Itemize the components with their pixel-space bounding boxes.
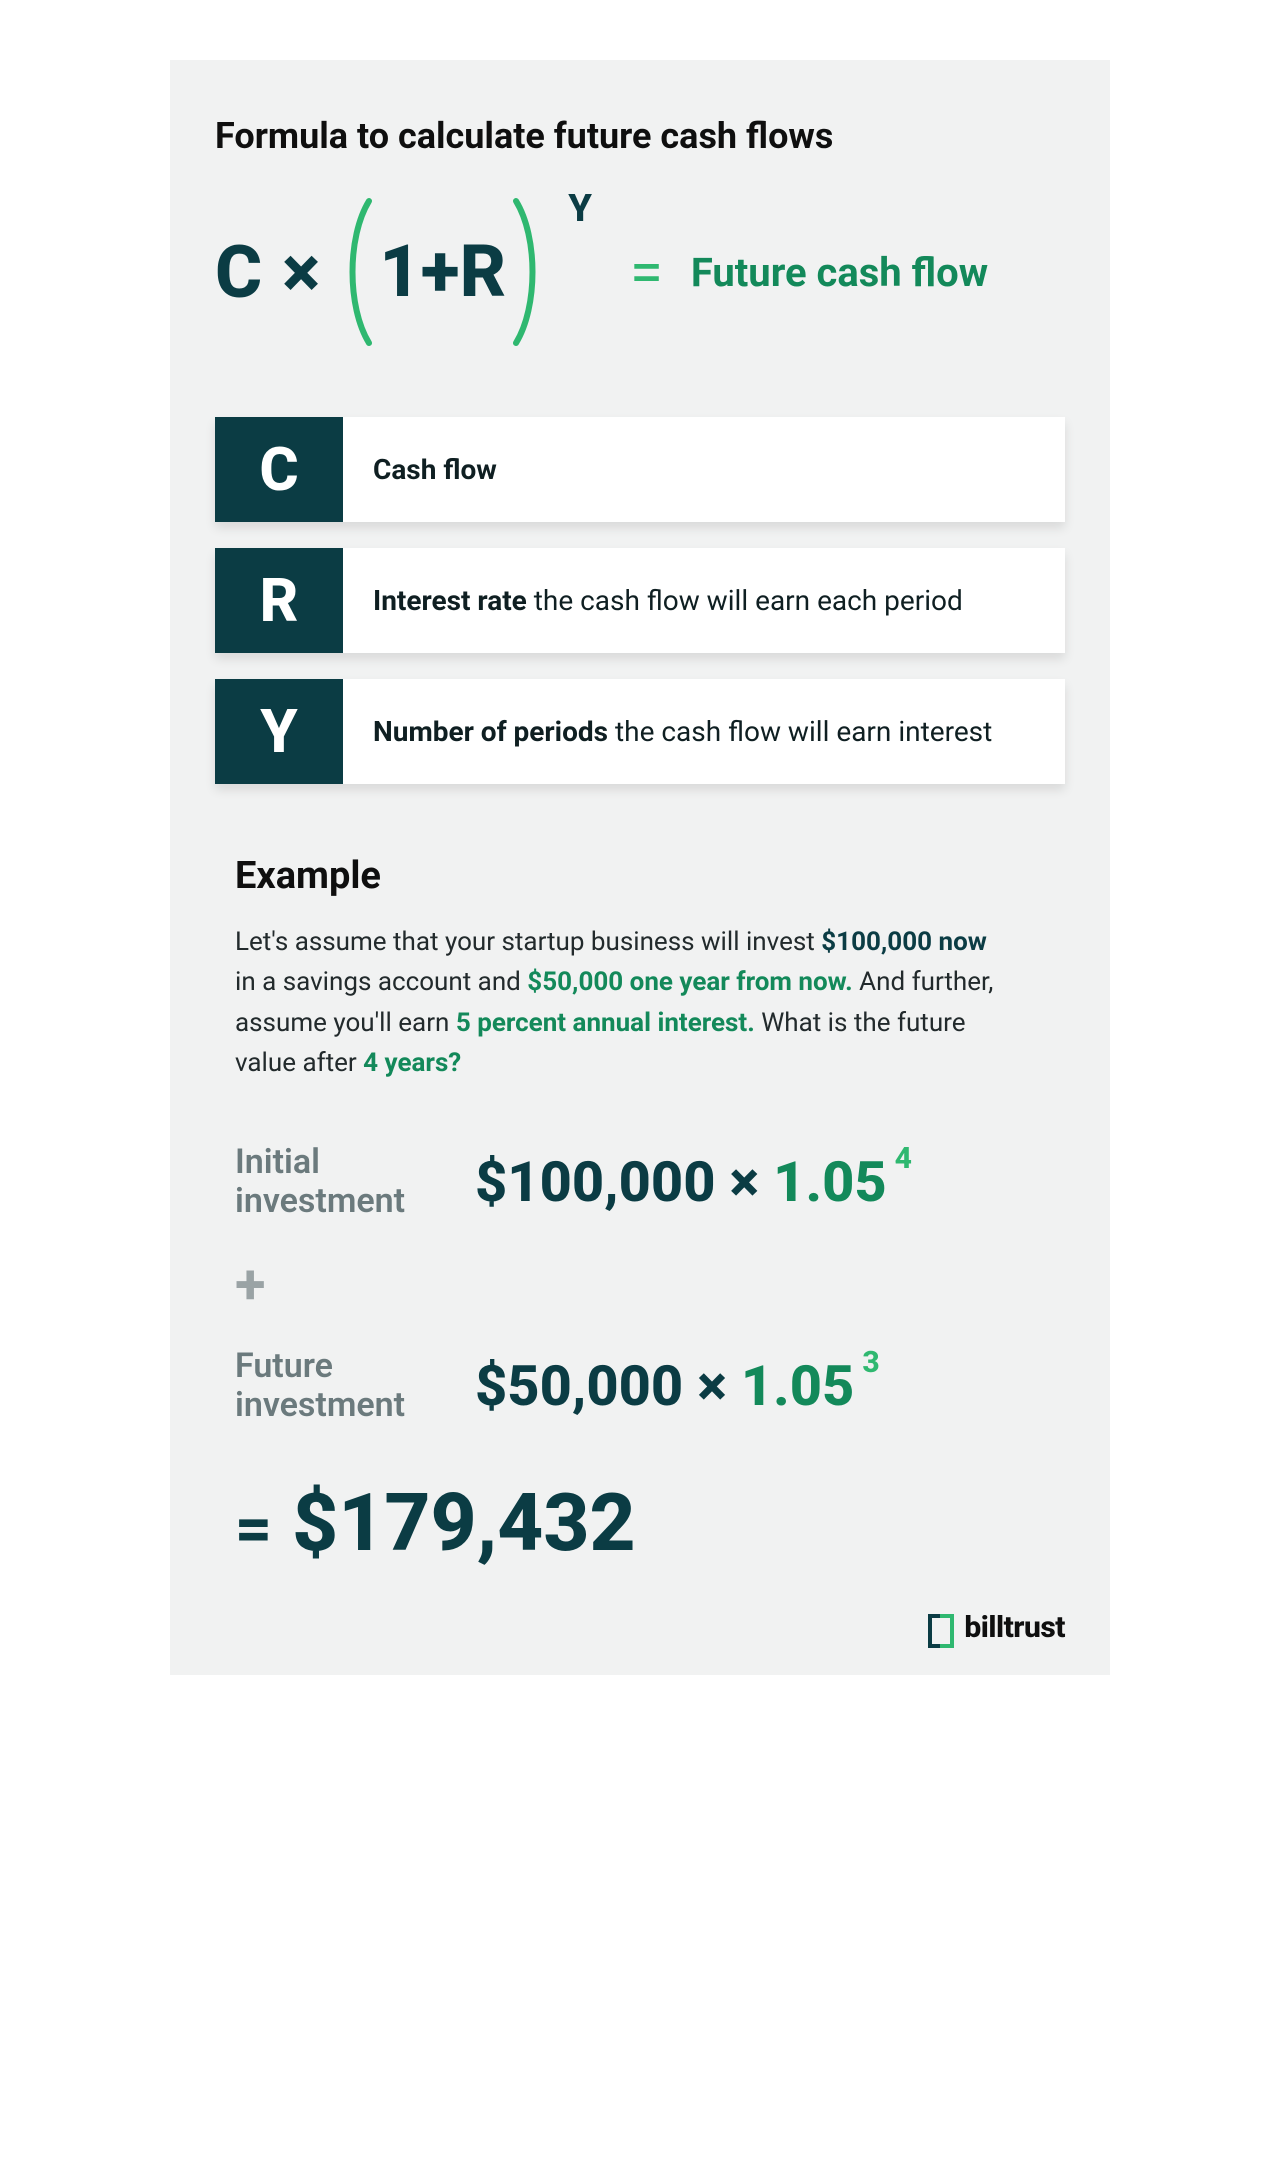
plus-sign: + bbox=[235, 1251, 1065, 1317]
calc-label-line: investment bbox=[235, 1181, 405, 1221]
formula-c-times: C × bbox=[215, 230, 321, 315]
formula-result-label: Future cash flow bbox=[691, 249, 988, 296]
brand-logo: billtrust bbox=[215, 1610, 1065, 1645]
formula-row: C × 1+R Y = Future cash flow bbox=[215, 197, 1065, 347]
calc-label: Future investment bbox=[235, 1347, 445, 1425]
calc-label-line: investment bbox=[235, 1385, 405, 1425]
example-body: Let's assume that your startup business … bbox=[235, 922, 995, 1083]
calc-label-line: Future bbox=[235, 1346, 333, 1386]
calc-label: Initial investment bbox=[235, 1143, 445, 1221]
definition-bold: Interest rate bbox=[373, 584, 527, 617]
calc-mult: × bbox=[683, 1353, 741, 1419]
definitions-list: C Cash flow R Interest rate the cash flo… bbox=[215, 417, 1065, 784]
definition-value: Interest rate the cash flow will earn ea… bbox=[343, 548, 1065, 653]
calc-amount: $50,000 bbox=[475, 1353, 683, 1419]
example-green: $50,000 one year from now. bbox=[527, 967, 852, 997]
example-bold: $100,000 now bbox=[821, 927, 987, 957]
example-text: in a savings account and bbox=[235, 967, 527, 997]
formula-equals: = bbox=[630, 237, 663, 308]
calc-amount: $100,000 bbox=[475, 1149, 716, 1215]
example-green: 5 percent annual interest. bbox=[456, 1008, 755, 1038]
definition-value: Cash flow bbox=[343, 417, 1065, 522]
calc-expression: $100,000 × 1.05 4 bbox=[475, 1149, 912, 1215]
calc-mult: × bbox=[716, 1149, 774, 1215]
calculation-block: Initial investment $100,000 × 1.05 4 + F… bbox=[235, 1143, 1065, 1569]
result-row: = $179,432 bbox=[235, 1476, 1065, 1570]
page: Formula to calculate future cash flows C… bbox=[0, 0, 1280, 1735]
definition-row: C Cash flow bbox=[215, 417, 1065, 522]
billtrust-logo-text: billtrust bbox=[964, 1610, 1065, 1645]
calc-expression: $50,000 × 1.05 3 bbox=[475, 1353, 880, 1419]
calc-power: 4 bbox=[895, 1141, 912, 1176]
definition-rest: the cash flow will earn each period bbox=[527, 584, 963, 617]
definition-row: Y Number of periods the cash flow will e… bbox=[215, 679, 1065, 784]
calc-rate: 1.05 bbox=[773, 1149, 886, 1215]
definition-key: C bbox=[215, 417, 343, 522]
calc-row-future: Future investment $50,000 × 1.05 3 bbox=[235, 1347, 1065, 1425]
definition-value: Number of periods the cash flow will ear… bbox=[343, 679, 1065, 784]
calc-rate: 1.05 bbox=[741, 1353, 854, 1419]
definition-key: R bbox=[215, 548, 343, 653]
right-paren-icon bbox=[512, 197, 546, 347]
page-title: Formula to calculate future cash flows bbox=[215, 115, 1065, 157]
calc-row-initial: Initial investment $100,000 × 1.05 4 bbox=[235, 1143, 1065, 1221]
calc-label-line: Initial bbox=[235, 1142, 320, 1182]
billtrust-logo-icon bbox=[928, 1614, 954, 1640]
calc-power: 3 bbox=[862, 1345, 879, 1380]
formula-exponent: Y bbox=[568, 187, 592, 231]
formula-one-plus-r: 1+R bbox=[373, 236, 512, 308]
definition-bold: Number of periods bbox=[373, 715, 608, 748]
example-green: 4 years? bbox=[363, 1048, 461, 1078]
example-heading: Example bbox=[235, 854, 1065, 898]
definition-key: Y bbox=[215, 679, 343, 784]
example-text: Let's assume that your startup business … bbox=[235, 927, 821, 957]
result-equals: = bbox=[235, 1491, 272, 1566]
infographic-card: Formula to calculate future cash flows C… bbox=[170, 60, 1110, 1675]
result-value: $179,432 bbox=[292, 1476, 636, 1570]
definition-bold: Cash flow bbox=[373, 453, 497, 486]
left-paren-icon bbox=[339, 197, 373, 347]
definition-row: R Interest rate the cash flow will earn … bbox=[215, 548, 1065, 653]
formula-paren-group: 1+R bbox=[339, 197, 546, 347]
definition-rest: the cash flow will earn interest bbox=[608, 715, 992, 748]
